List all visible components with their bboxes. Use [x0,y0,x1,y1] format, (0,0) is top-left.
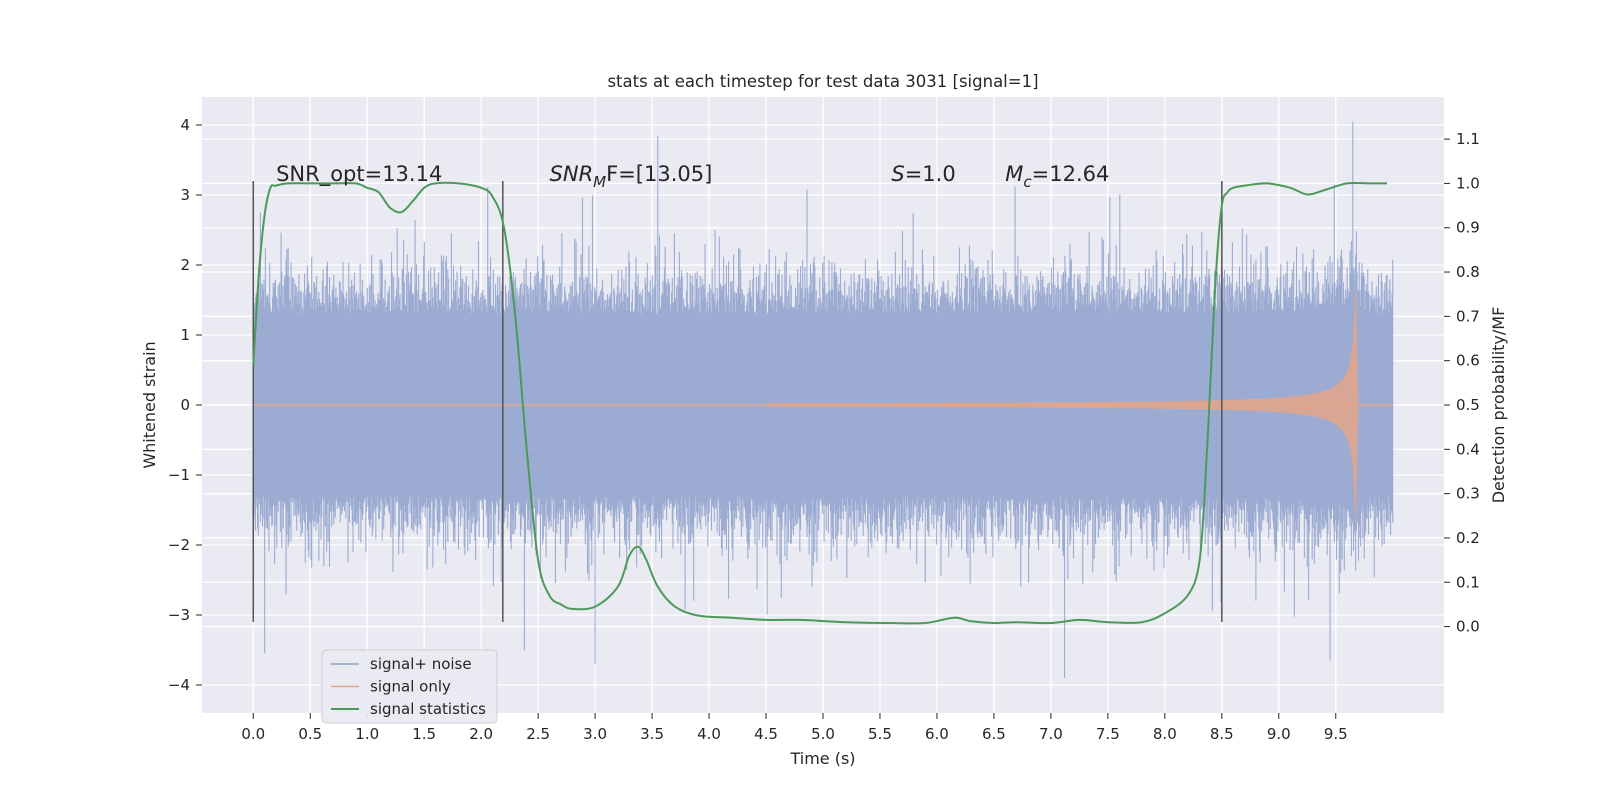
y-right-tick-label: 0.5 [1456,396,1480,414]
annotation-subscript: c [1023,173,1032,191]
y-right-tick-label: 0.4 [1456,440,1480,458]
x-tick-label: 1.0 [355,725,379,743]
y-left-axis-ticks: −4 −3 −2 −1 0 1 2 3 4 [168,116,202,694]
legend-box [321,649,498,724]
x-tick-label: 4.0 [697,725,721,743]
x-tick-label: 8.5 [1210,725,1234,743]
vertical-markers [252,181,1223,622]
x-tick-label: 5.5 [868,725,892,743]
x-tick-label: 3.5 [640,725,664,743]
annotation-value: =1.0 [905,162,956,186]
y-left-tick-label: 2 [180,256,190,274]
annotation-subscript: M [593,173,606,191]
x-tick-label: 4.5 [754,725,778,743]
y-right-axis-ticks: 0.0 0.1 0.2 0.3 0.4 0.5 0.6 0.7 0.8 0.9 1.0 1.1 [1444,130,1480,636]
y-left-tick-label: −4 [168,676,190,694]
x-tick-label: 7.5 [1096,725,1120,743]
y-right-tick-label: 0.2 [1456,529,1480,547]
y-right-tick-label: 0.3 [1456,485,1480,503]
y-left-tick-label: −1 [168,466,190,484]
x-tick-label: 7.0 [1039,725,1063,743]
x-tick-label: 2.5 [526,725,550,743]
annotation-symbol: S [891,162,904,186]
x-axis-ticks: 0.0 0.5 1.0 1.5 2.0 2.5 3.0 3.5 4.0 4.5 5.0 5.5 6.0 6… [241,713,1348,743]
x-tick-label: 0.0 [241,725,265,743]
legend-label-signal-statistics: signal statistics [370,700,486,718]
signal-only-series [253,280,1393,530]
annotation-s-value: S=1.0 [891,162,955,186]
x-axis-label: Time (s) [789,749,855,768]
y-right-axis-label: Detection probability/MF [1489,307,1508,504]
x-tick-label: 9.0 [1267,725,1291,743]
legend-label-signal-noise: signal+ noise [370,655,472,673]
y-left-tick-label: 3 [180,186,190,204]
annotation-snr-opt: SNR_opt=13.14 [276,162,442,187]
y-right-tick-label: 0.1 [1456,573,1480,591]
signal-statistics-line [252,181,1387,625]
x-tick-label: 0.5 [298,725,322,743]
annotation-mc-value: Mc=12.64 [1005,162,1109,191]
legend-label-signal-only: signal only [370,678,451,696]
annotation-value: F=[13.05] [606,162,712,186]
y-left-axis-label: Whitened strain [140,341,159,468]
x-tick-label: 3.0 [583,725,607,743]
signal-statistics-series [252,181,1387,625]
x-tick-label: 6.0 [925,725,949,743]
annotation-snr-mf: SNRMF=[13.05] [550,162,713,191]
annotations: SNR_opt=13.14 SNRMF=[13.05] S=1.0 Mc=12.64 [276,162,1109,191]
legend: signal+ noise signal only signal statist… [321,649,498,724]
y-left-tick-label: −2 [168,536,190,554]
annotation-symbol: SNR [550,162,594,186]
y-left-tick-label: 4 [180,116,190,134]
y-left-tick-label: 0 [180,396,190,414]
x-tick-label: 5.0 [811,725,835,743]
y-right-tick-label: 1.0 [1456,174,1480,192]
y-left-tick-label: −3 [168,606,190,624]
y-right-tick-label: 1.1 [1456,130,1480,148]
x-tick-label: 2.0 [469,725,493,743]
y-right-tick-label: 0.0 [1456,618,1480,636]
y-right-tick-label: 0.6 [1456,352,1480,370]
annotation-value: =12.64 [1032,162,1110,186]
y-left-tick-label: 1 [180,326,190,344]
y-right-tick-label: 0.7 [1456,307,1480,325]
y-right-tick-label: 0.8 [1456,263,1480,281]
x-tick-label: 1.5 [412,725,436,743]
chart-title: stats at each timestep for test data 303… [607,72,1038,91]
x-tick-label: 6.5 [982,725,1006,743]
y-right-tick-label: 0.9 [1456,219,1480,237]
x-tick-label: 8.0 [1153,725,1177,743]
x-tick-label: 9.5 [1324,725,1348,743]
annotation-symbol: M [1005,162,1023,186]
